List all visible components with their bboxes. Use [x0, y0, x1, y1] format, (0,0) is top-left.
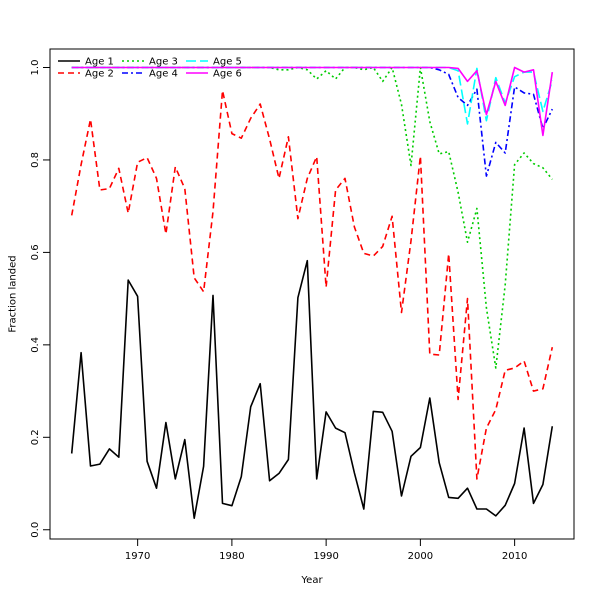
legend-label-age-2: Age 2 [85, 69, 114, 80]
x-tick-label: 1980 [219, 551, 244, 562]
x-tick-label: 2000 [408, 551, 433, 562]
y-axis: 0.0 0.2 0.4 0.6 0.8 1.0 [30, 60, 50, 538]
y-tick-label: 0.4 [30, 337, 41, 353]
x-tick-label: 1970 [125, 551, 150, 562]
x-tick-label: 2010 [502, 551, 527, 562]
plot-frame [49, 48, 575, 540]
legend-label-age-3: Age 3 [149, 57, 178, 68]
legend-label-age-1: Age 1 [85, 57, 114, 68]
series-line-age-1 [70, 259, 554, 520]
legend-label-age-6: Age 6 [213, 69, 242, 80]
series-layer [70, 66, 554, 520]
y-axis-label: Fraction landed [8, 255, 19, 332]
legend-label-age-4: Age 4 [149, 69, 178, 80]
y-tick-label: 0.2 [30, 429, 41, 445]
y-tick-label: 0.8 [30, 152, 41, 168]
series-line-age-6 [71, 66, 554, 137]
y-tick-label: 0.0 [30, 522, 41, 538]
x-axis-label: Year [300, 575, 323, 586]
series-line-age-2 [70, 89, 554, 480]
x-tick-label: 1990 [313, 551, 338, 562]
y-tick-label: 1.0 [30, 60, 41, 76]
x-axis: 1970 1980 1990 2000 2010 [125, 539, 527, 562]
legend-label-age-5: Age 5 [213, 57, 242, 68]
y-tick-label: 0.6 [30, 244, 41, 260]
